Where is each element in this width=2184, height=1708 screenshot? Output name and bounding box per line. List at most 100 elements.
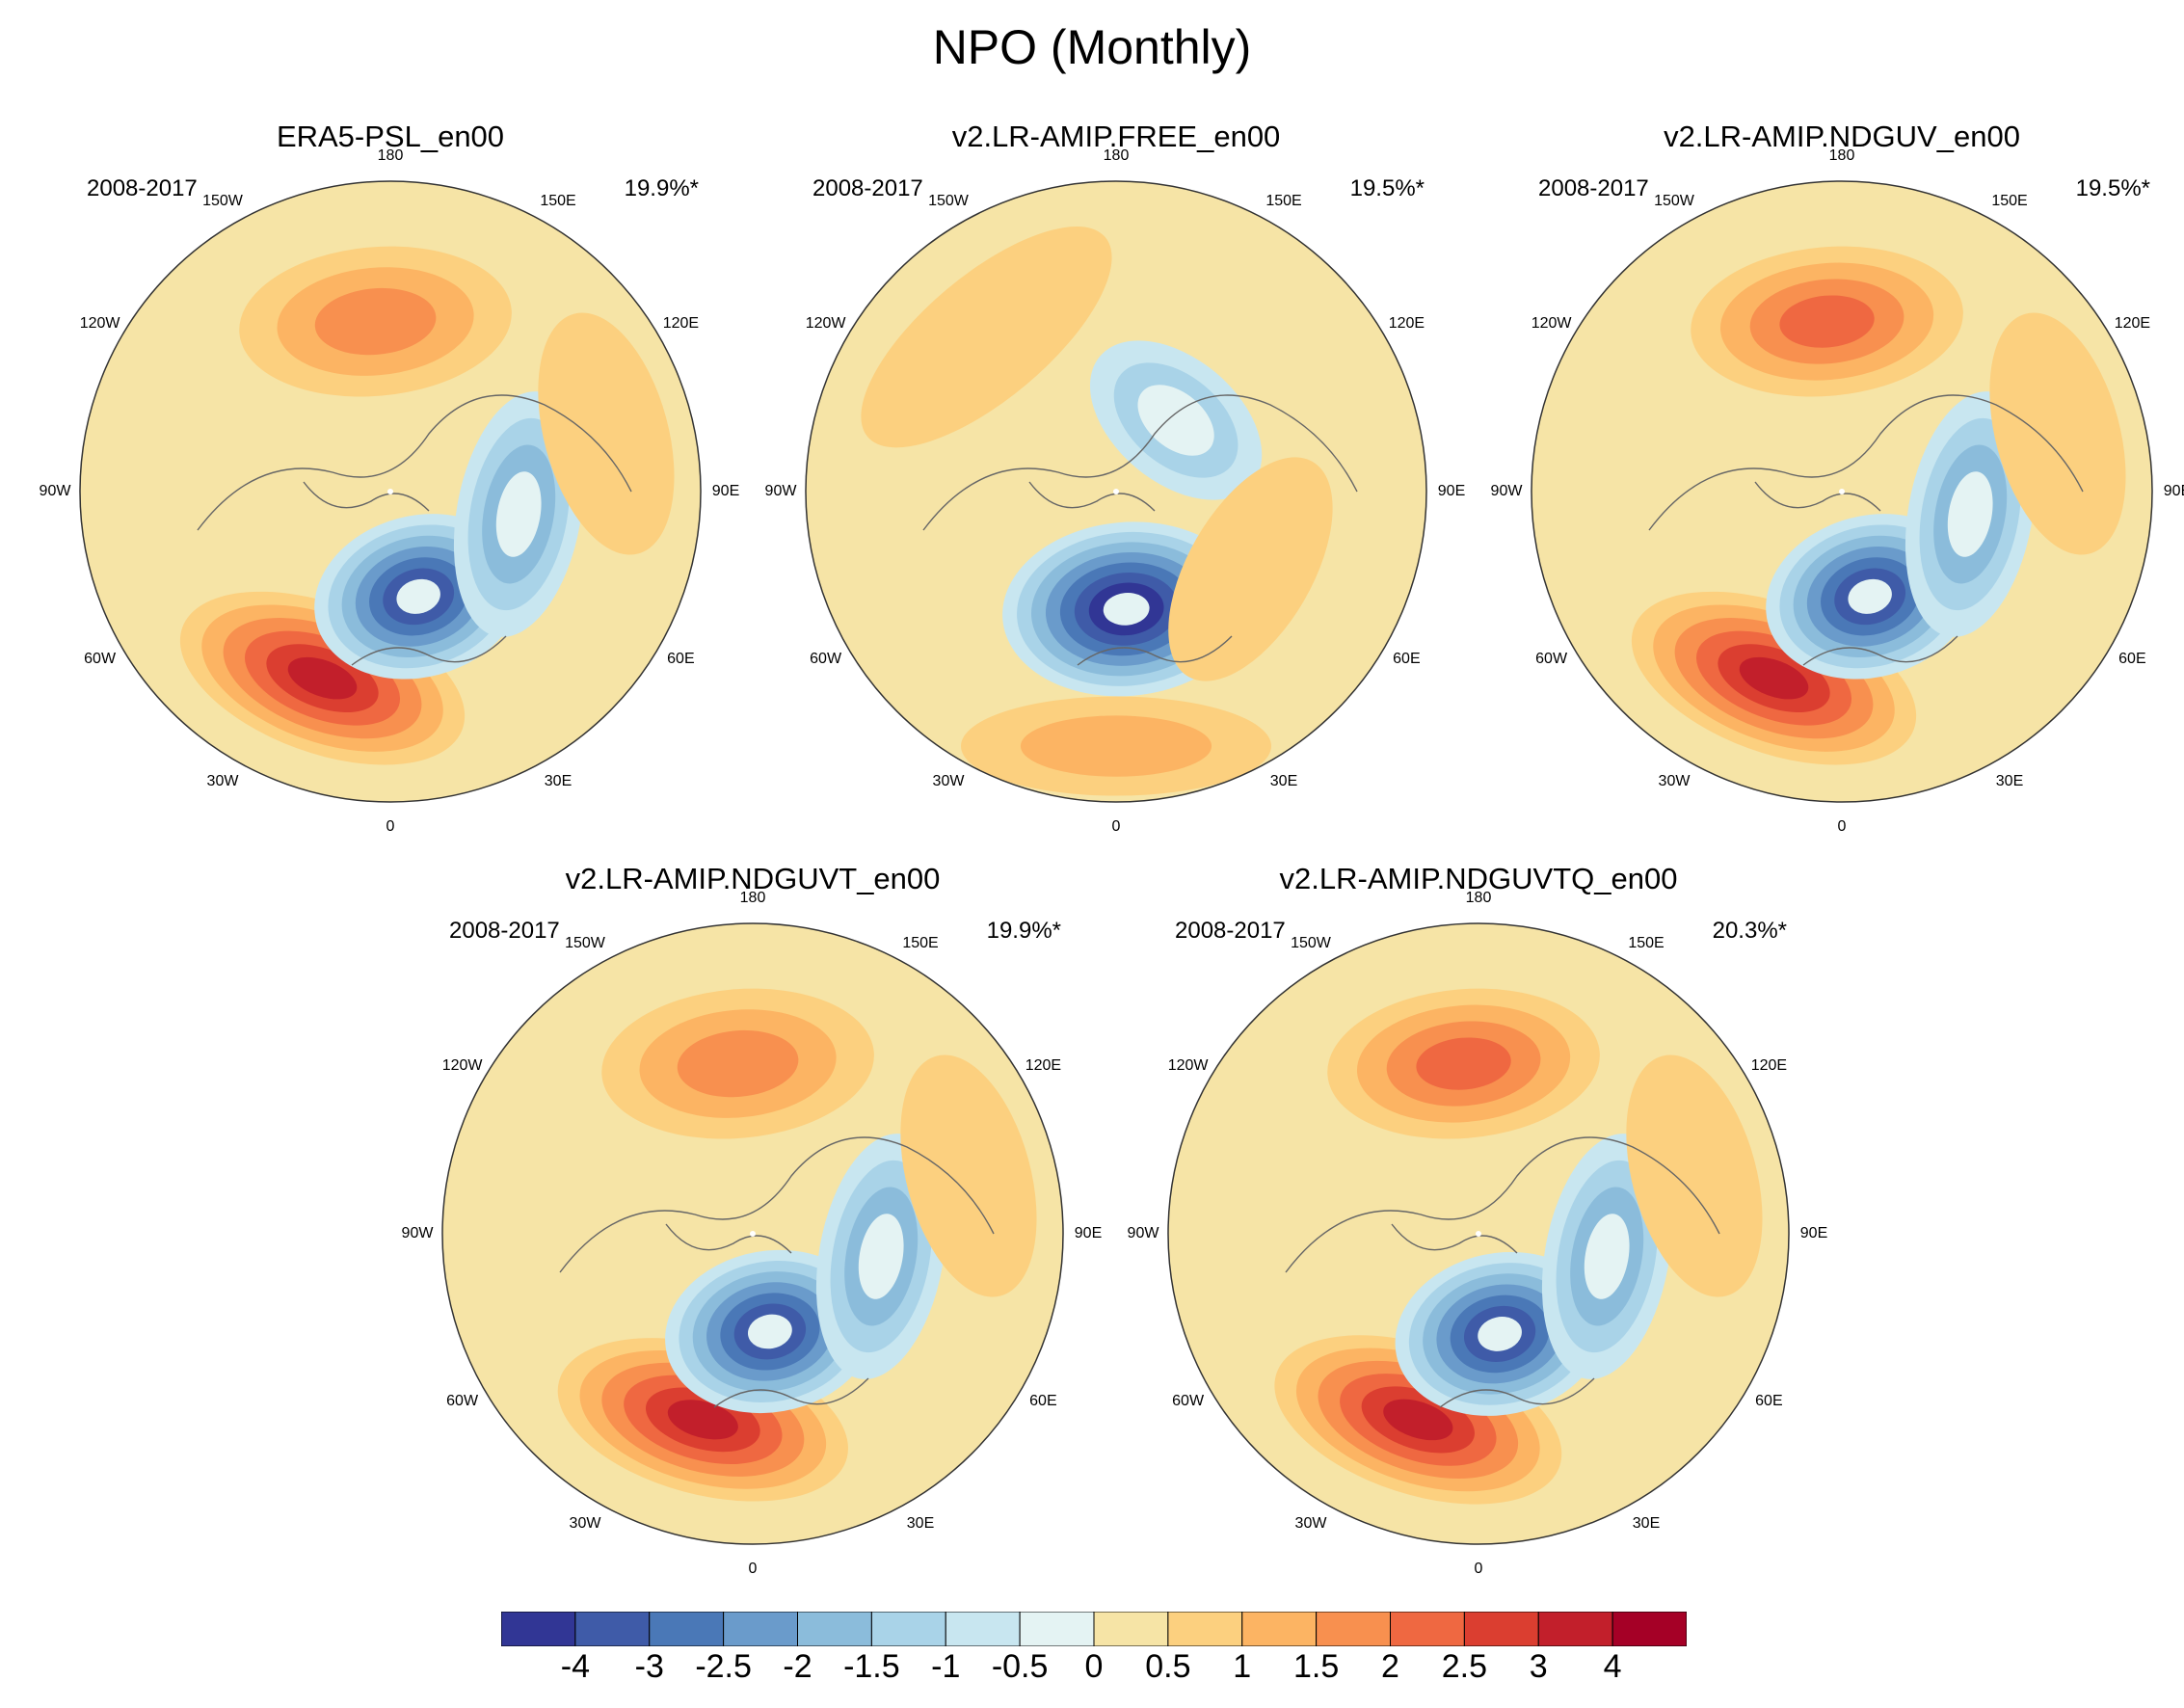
longitude-label: 120E <box>1025 1057 1062 1074</box>
colorbar-swatch <box>1390 1612 1465 1646</box>
colorbar-label: 2.5 <box>1441 1648 1488 1685</box>
longitude-label: 120E <box>2114 315 2151 332</box>
low-anomaly-contour <box>1584 1214 1630 1299</box>
longitude-label: 30W <box>206 773 239 790</box>
longitude-label: 0 <box>1474 1561 1483 1577</box>
high-anomaly-contour <box>900 1054 1037 1297</box>
period-label: 2008-2017 <box>1538 175 1649 201</box>
high-anomaly-contour <box>1739 656 1809 700</box>
longitude-label: 90E <box>1437 483 1466 499</box>
colorbar-label: 4 <box>1603 1648 1622 1685</box>
longitude-label: 90W <box>764 483 797 499</box>
map-panel: ERA5-PSL_en00 2008-2017 19.9%* 180 150E 120E 9… <box>24 120 757 852</box>
coastline <box>1648 394 2084 666</box>
longitude-label: 90E <box>1799 1225 1828 1241</box>
longitude-label: 0 <box>748 1561 758 1577</box>
longitude-label: 180 <box>377 147 404 164</box>
longitude-label: 90E <box>2163 483 2184 499</box>
map-panel: v2.LR-AMIP.NDGUVTQ_en00 2008-2017 20.3%* 18… <box>1112 862 1845 1594</box>
longitude-label: 120W <box>1531 315 1572 332</box>
high-anomaly-contour <box>1626 1054 1763 1297</box>
map-border <box>79 180 702 803</box>
longitude-label: 60W <box>446 1393 479 1409</box>
colorbar-label: -2 <box>783 1648 812 1685</box>
polar-map <box>441 922 1064 1545</box>
coastline <box>922 394 1358 666</box>
colorbar-label: 0.5 <box>1145 1648 1191 1685</box>
low-anomaly-contour <box>1947 471 1993 557</box>
low-anomaly-contour <box>858 1214 904 1299</box>
colorbar <box>501 1612 1687 1646</box>
longitude-label: 30E <box>1269 773 1298 790</box>
high-anomaly-contour <box>1168 457 1333 681</box>
longitude-label: 180 <box>1828 147 1855 164</box>
longitude-label: 90W <box>1490 483 1523 499</box>
longitude-label: 150E <box>1265 192 1302 209</box>
variance-percent: 19.9%* <box>986 918 1061 944</box>
colorbar-label: 0 <box>1084 1648 1104 1685</box>
longitude-label: 30W <box>569 1515 601 1533</box>
longitude-label: 0 <box>1111 818 1121 835</box>
colorbar-swatch <box>1167 1612 1243 1646</box>
coastline <box>1285 1136 1720 1408</box>
longitude-label: 90W <box>401 1225 434 1241</box>
north-pole-marker <box>1113 489 1119 494</box>
longitude-label: 30E <box>544 773 573 790</box>
panel-title: v2.LR-AMIP.NDGUVTQ_en00 <box>1279 862 1678 895</box>
longitude-label: 120W <box>1167 1057 1209 1074</box>
colorbar-label: 2 <box>1381 1648 1399 1685</box>
colorbar-label: 3 <box>1529 1648 1548 1685</box>
colorbar-swatch <box>1019 1612 1095 1646</box>
longitude-label: 60W <box>1535 651 1568 667</box>
longitude-label: 30E <box>1995 773 2024 790</box>
polar-map <box>805 180 1427 803</box>
high-anomaly-contour <box>287 656 358 700</box>
colorbar-label: -3 <box>634 1648 664 1685</box>
colorbar-swatch <box>1316 1612 1391 1646</box>
longitude-label: 60W <box>810 651 842 667</box>
high-anomaly-contour <box>314 287 437 356</box>
longitude-label: 90W <box>1127 1225 1159 1241</box>
low-anomaly-contour <box>1848 578 1892 614</box>
north-pole-marker <box>387 489 393 494</box>
period-label: 2008-2017 <box>449 918 560 944</box>
variance-percent: 19.5%* <box>1349 175 1425 201</box>
polar-map <box>1531 180 2153 803</box>
polar-map <box>1167 922 1790 1545</box>
colorbar-swatch <box>1611 1612 1687 1646</box>
longitude-label: 180 <box>1465 890 1492 906</box>
longitude-label: 150W <box>565 934 605 951</box>
longitude-label: 60E <box>2118 651 2146 667</box>
colorbar-swatch <box>649 1612 725 1646</box>
longitude-label: 120W <box>79 315 120 332</box>
colorbar-swatch <box>797 1612 872 1646</box>
polar-map <box>79 180 702 803</box>
longitude-label: 60E <box>667 651 695 667</box>
low-anomaly-contour <box>747 1314 792 1349</box>
longitude-label: 30W <box>1294 1515 1327 1533</box>
longitude-label: 60E <box>1393 651 1421 667</box>
period-label: 2008-2017 <box>1175 918 1286 944</box>
map-border <box>1531 180 2153 803</box>
longitude-label: 30E <box>1632 1515 1661 1533</box>
variance-percent: 19.9%* <box>624 175 699 201</box>
longitude-label: 180 <box>739 890 766 906</box>
panel-title: ERA5-PSL_en00 <box>276 120 505 153</box>
longitude-label: 60E <box>1755 1393 1783 1409</box>
longitude-label: 120E <box>1750 1057 1788 1074</box>
longitude-label: 150W <box>202 192 243 209</box>
colorbar-label: -1 <box>931 1648 961 1685</box>
longitude-label: 60W <box>84 651 117 667</box>
map-border <box>441 922 1064 1545</box>
longitude-label: 120E <box>1388 315 1425 332</box>
variance-percent: 20.3%* <box>1712 918 1787 944</box>
colorbar-swatch <box>1463 1612 1539 1646</box>
variance-percent: 19.5%* <box>2075 175 2150 201</box>
high-anomaly-contour <box>538 312 675 555</box>
longitude-label: 60E <box>1029 1393 1057 1409</box>
longitude-label: 30W <box>1658 773 1691 790</box>
colorbar-label: -1.5 <box>843 1648 900 1685</box>
high-anomaly-contour <box>1989 312 2126 555</box>
map-panel: v2.LR-AMIP.FREE_en00 2008-2017 19.5%* 180 15… <box>750 120 1482 852</box>
high-anomaly-contour <box>667 1400 738 1440</box>
